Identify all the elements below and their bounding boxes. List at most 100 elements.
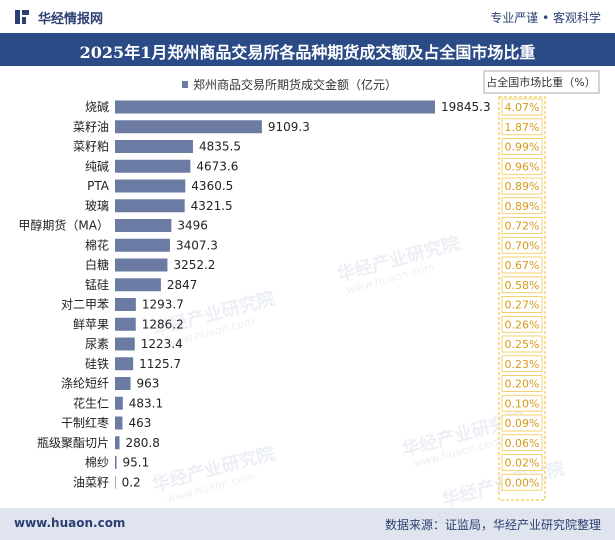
value-label: 4673.6 [196, 159, 238, 173]
share-header-box [483, 70, 600, 94]
chart-title: 2025年1月郑州商品交易所各品种期货成交额及占全国市场比重 [79, 43, 536, 62]
share-cell [501, 276, 543, 294]
bar [115, 159, 191, 173]
category-label: 白糖 [85, 257, 109, 272]
share-cell [501, 296, 543, 313]
category-label: 菜籽粕 [73, 139, 109, 154]
category-label: 棉纱 [85, 456, 109, 470]
category-label: 棉花 [85, 237, 109, 252]
value-label: 3252.2 [173, 258, 215, 272]
bar [115, 100, 435, 114]
bar [115, 475, 116, 489]
category-label: 甲醇期货（MA） [18, 218, 109, 233]
value-label: 0.2 [122, 475, 141, 489]
top-header: 华经情报网 专业严谨 • 客观科学 [0, 0, 615, 33]
share-cell [501, 177, 543, 195]
bar [115, 416, 123, 430]
share-cell [501, 256, 543, 274]
category-label: 涤纶短纤 [61, 377, 109, 391]
share-label: 4.07% [505, 101, 540, 114]
bar [115, 179, 186, 193]
legend-label-share: 占全国市场比重（%） [486, 75, 595, 89]
bar [115, 436, 120, 450]
value-label: 9109.3 [268, 120, 310, 134]
bar [115, 377, 131, 390]
share-cell [501, 355, 543, 373]
share-label: 0.58% [505, 279, 540, 292]
share-cell [501, 118, 543, 136]
bar [115, 238, 170, 252]
bar [115, 219, 172, 232]
brand-name: 华经情报网 [38, 12, 104, 27]
share-label: 0.67% [505, 259, 540, 272]
bar [115, 140, 193, 153]
share-cell [501, 315, 543, 333]
bar [115, 337, 135, 351]
brand-tagline: 专业严谨 • 客观科学 [490, 11, 601, 25]
category-label: 油菜籽 [73, 475, 109, 489]
category-label: 尿素 [85, 337, 109, 351]
value-label: 3496 [177, 219, 208, 233]
value-label: 463 [128, 416, 151, 430]
share-label: 1.87% [505, 121, 540, 134]
share-cell [501, 217, 543, 234]
share-label: 0.25% [505, 338, 540, 351]
share-cell [501, 236, 543, 254]
category-label: 菜籽油 [73, 120, 109, 134]
category-label: 纯碱 [85, 159, 109, 173]
bar [115, 298, 136, 311]
category-label: 干制红枣 [61, 415, 109, 430]
share-label: 0.89% [505, 180, 540, 193]
value-label: 4835.5 [199, 140, 241, 154]
share-cell [501, 157, 543, 175]
share-cell [501, 414, 543, 432]
share-label: 0.20% [505, 378, 540, 391]
value-label: 280.8 [126, 436, 160, 450]
bar [115, 317, 136, 331]
share-label: 0.06% [505, 437, 540, 450]
bar-chart: 郑州商品交易所期货成交金额（亿元） 占全国市场比重（%） 烧碱 19845.3 4.… [18, 70, 600, 501]
value-label: 1223.4 [141, 337, 183, 351]
share-cell [501, 434, 543, 452]
value-label: 19845.3 [441, 100, 491, 114]
bar [115, 396, 123, 410]
share-cell [501, 98, 543, 116]
share-label: 0.96% [505, 160, 540, 173]
share-cell [501, 335, 543, 353]
share-label: 0.99% [505, 141, 540, 154]
share-label: 0.26% [505, 318, 540, 331]
chart-legend: 郑州商品交易所期货成交金额（亿元） 占全国市场比重（%） [182, 70, 600, 94]
bar [115, 278, 161, 292]
value-label: 963 [137, 377, 160, 391]
category-label: 鲜苹果 [73, 317, 109, 331]
category-label: PTA [87, 179, 110, 193]
category-label: 锰硅 [85, 277, 109, 292]
share-label: 0.27% [505, 299, 540, 312]
category-label: 烧碱 [85, 100, 109, 114]
share-cell [501, 473, 543, 491]
huajing-logo-icon [15, 10, 29, 24]
value-label: 4360.5 [191, 179, 233, 193]
value-label: 3407.3 [176, 238, 218, 252]
share-label: 0.23% [505, 358, 540, 371]
share-cell [501, 454, 543, 471]
category-label: 花生仁 [73, 395, 109, 410]
legend-swatch [182, 81, 188, 88]
share-label: 0.00% [505, 476, 540, 489]
value-label: 1125.7 [139, 357, 181, 371]
bar [115, 456, 117, 469]
share-label: 0.89% [505, 200, 540, 213]
bar [115, 258, 168, 272]
category-label: 对二甲苯 [61, 298, 109, 312]
bar [115, 357, 134, 371]
share-cell [501, 138, 543, 155]
footer-bar: www.huaon.com 数据来源：证监局，华经产业研究院整理 [0, 508, 615, 540]
category-label: 玻璃 [85, 199, 109, 213]
value-label: 4321.5 [191, 199, 233, 213]
share-cell [501, 375, 543, 392]
share-label: 0.72% [505, 220, 540, 233]
share-label: 0.70% [505, 239, 540, 252]
share-cell [501, 197, 543, 215]
value-label: 1293.7 [142, 298, 184, 312]
share-label: 0.09% [505, 417, 540, 430]
